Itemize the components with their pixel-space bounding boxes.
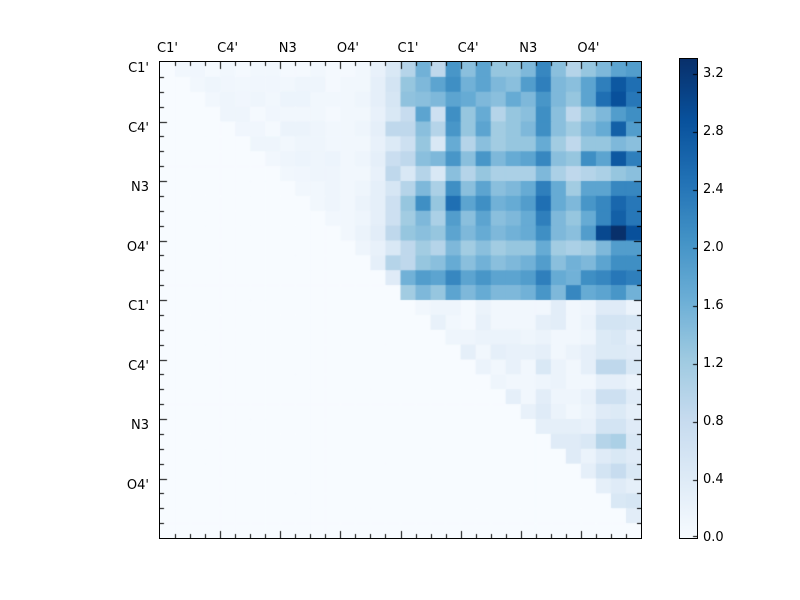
y-tick-label: N3 xyxy=(131,418,149,434)
colorbar-tick-label: 0.4 xyxy=(703,471,724,487)
y-tick-label: C4' xyxy=(128,358,149,374)
x-tick-label: O4' xyxy=(577,41,600,56)
x-tick-label: C4' xyxy=(457,41,479,56)
colorbar-tick-label: 1.6 xyxy=(703,297,724,313)
colorbar-tick-label: 0.0 xyxy=(703,530,724,545)
y-tick-label: O4' xyxy=(126,239,149,255)
colorbar-tick-label: 0.8 xyxy=(703,413,724,429)
x-tick-label: C1' xyxy=(397,41,419,56)
y-tick-label: C1' xyxy=(128,61,149,77)
y-tick-label: C4' xyxy=(128,120,149,136)
colorbar-tick-label: 2.0 xyxy=(703,239,724,255)
y-tick-label: C1' xyxy=(128,299,149,315)
x-tick-label: C1' xyxy=(157,41,178,56)
colorbar-tick-label: 3.2 xyxy=(703,65,724,81)
x-tick-label: N3 xyxy=(519,41,538,56)
colorbar-tick-label: 1.2 xyxy=(703,355,724,371)
colorbar-gradient xyxy=(679,58,698,539)
x-tick-label: C4' xyxy=(217,41,239,56)
x-tick-label: O4' xyxy=(336,41,359,56)
colorbar-tick-label: 2.4 xyxy=(703,181,724,197)
y-tick-label: N3 xyxy=(131,180,149,196)
colorbar-tick-label: 2.8 xyxy=(703,123,724,139)
y-tick-label: O4' xyxy=(126,477,149,493)
heatmap xyxy=(159,61,642,539)
x-tick-label: N3 xyxy=(278,41,297,56)
